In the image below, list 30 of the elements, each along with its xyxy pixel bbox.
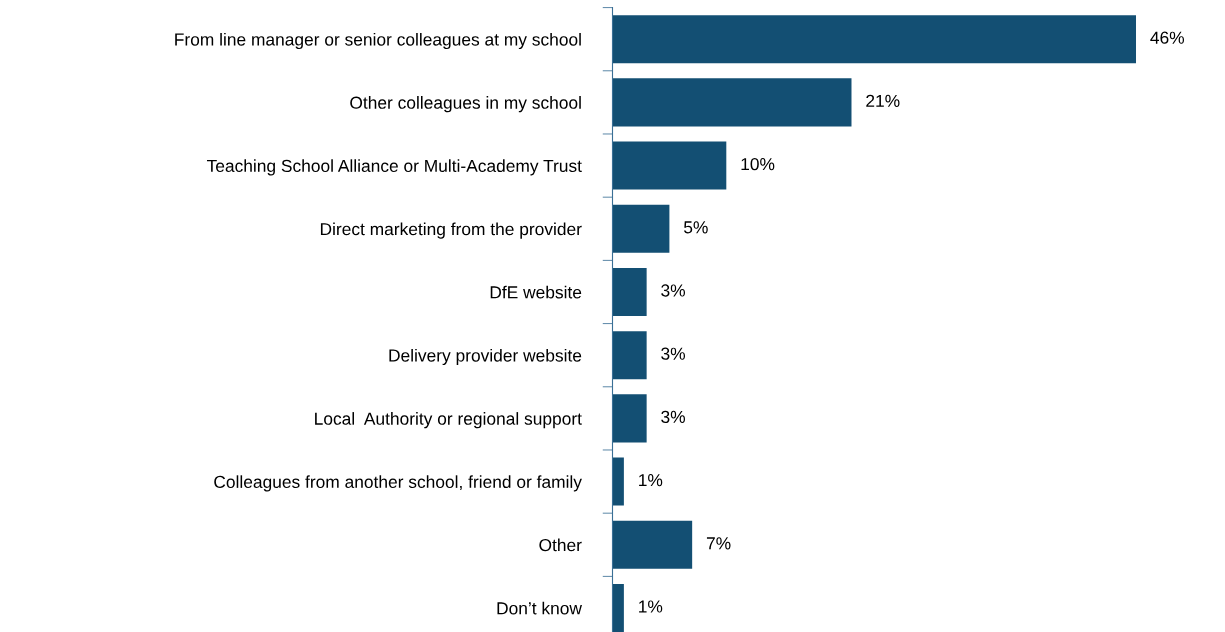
y-tick-label: Colleagues from another school, friend or family: [214, 475, 582, 492]
y-tick-label: Other colleagues in my school: [350, 96, 581, 113]
y-tick-label: Other: [539, 538, 582, 552]
data-label: 1%: [639, 474, 663, 487]
bar: [612, 141, 727, 190]
data-label: 10%: [741, 157, 775, 171]
bar: [612, 457, 624, 506]
bar: [612, 78, 852, 127]
data-label: 21%: [866, 94, 900, 107]
y-tick-label: Local Authority or regional support: [315, 412, 582, 429]
data-label: 7%: [706, 537, 731, 550]
bar: [612, 15, 1136, 64]
data-label: 1%: [639, 600, 663, 613]
data-label: 3%: [661, 410, 686, 424]
y-tick-label: DfE website: [490, 285, 582, 299]
y-tick-label: Teaching School Alliance or Multi-Academy Trust: [206, 159, 582, 176]
y-tick-label: Delivery provider website: [389, 348, 582, 366]
data-label: 3%: [661, 284, 686, 297]
data-label: 5%: [683, 221, 708, 234]
bar: [612, 520, 693, 569]
y-tick-label: Don’t know: [497, 601, 582, 615]
data-label: 3%: [661, 347, 686, 360]
y-tick-label: From line manager or senior colleagues at my school: [175, 32, 581, 50]
y-tick-label: Direct marketing from the provider: [320, 222, 582, 239]
bar: [612, 204, 670, 253]
bar: [612, 583, 624, 632]
data-label: 46%: [1150, 31, 1185, 44]
bar: [612, 267, 647, 316]
bar: [612, 331, 647, 380]
bar: [612, 394, 647, 443]
